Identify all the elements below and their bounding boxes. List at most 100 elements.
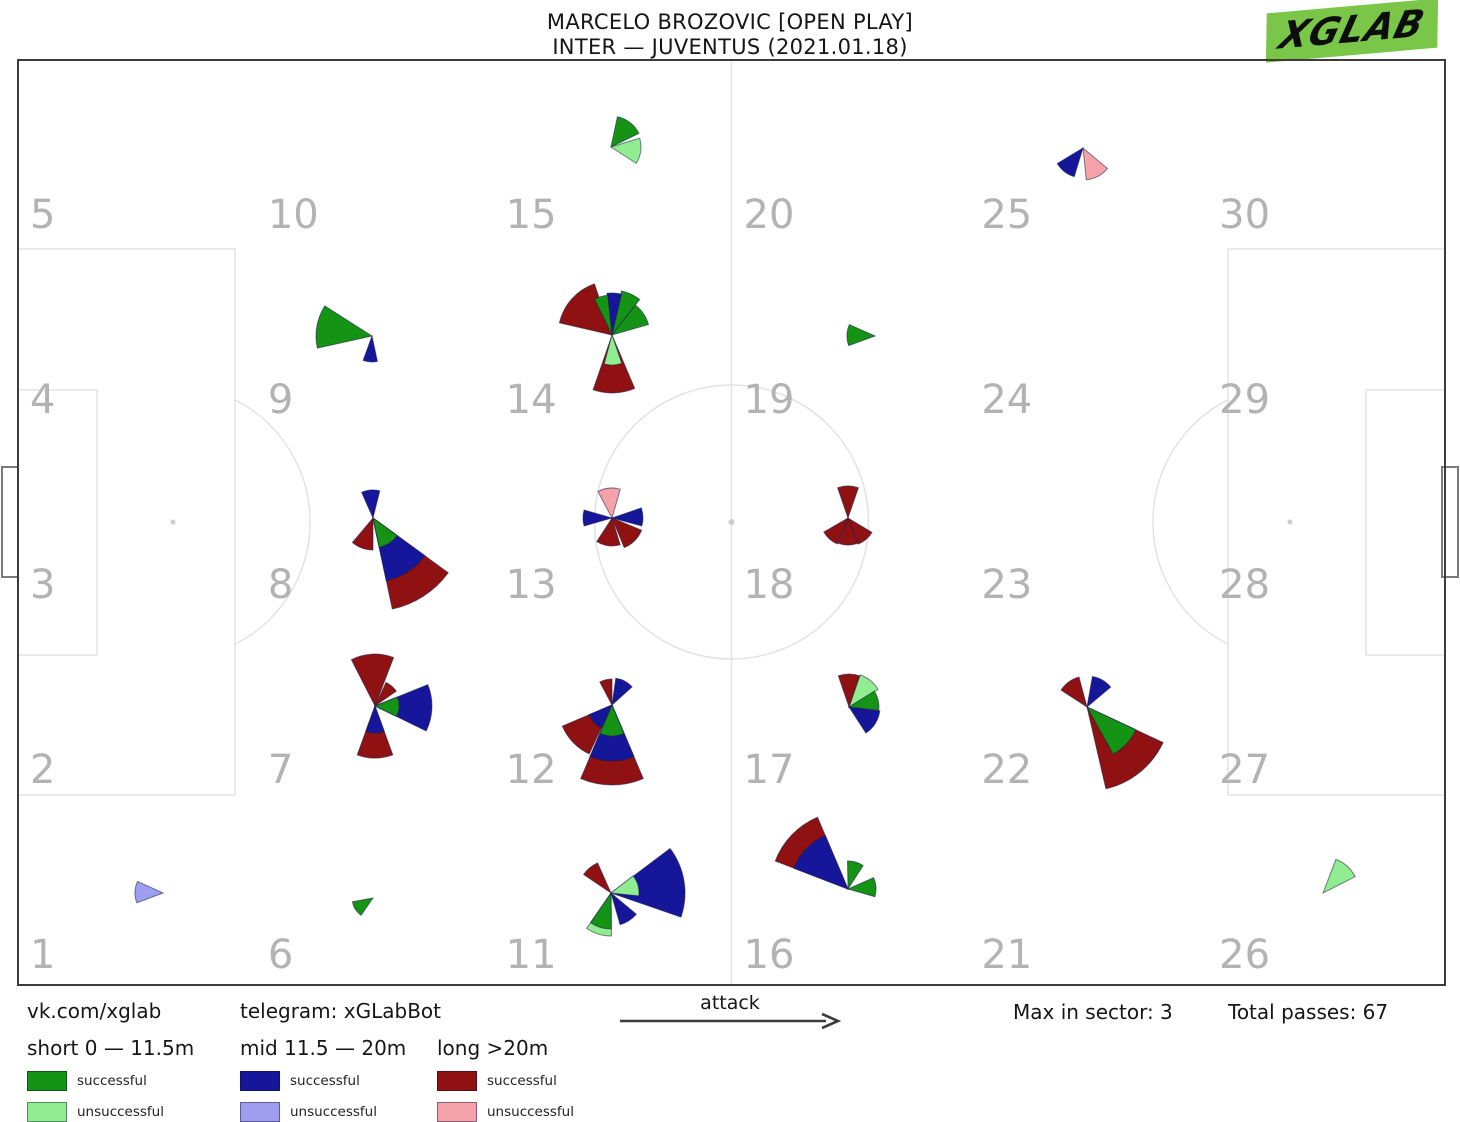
pass-wedge-lu (1082, 146, 1109, 181)
right-penalty-arc (1152, 399, 1229, 645)
pass-wedge-ls (350, 653, 395, 708)
pass-wedge-mu (134, 880, 165, 904)
pass-wedge-ss (610, 304, 650, 336)
sector-number-15: 15 (505, 192, 557, 238)
pass-rose (609, 116, 642, 164)
pass-rose (1056, 146, 1109, 181)
right-goal-area (1365, 389, 1446, 656)
pass-rose (351, 489, 449, 610)
left-goal-area (17, 389, 98, 656)
pass-wedge-su (609, 137, 642, 164)
telegram-text: telegram: xGLabBot (240, 999, 441, 1023)
centre-spot (728, 519, 735, 525)
right-penalty-spot (1287, 519, 1293, 525)
pass-wedge-ms (606, 292, 622, 336)
sector-number-20: 20 (743, 192, 795, 238)
sector-number-25: 25 (981, 192, 1033, 238)
pass-wedge-ss (373, 696, 400, 718)
left-goal (1, 466, 19, 578)
legend-label: unsuccessful (77, 1103, 164, 1120)
sector-number-6: 6 (267, 932, 294, 978)
short-successful-swatch (27, 1070, 67, 1091)
attack-direction: attack (618, 992, 842, 1034)
sector-number-11: 11 (505, 932, 557, 978)
sector-number-29: 29 (1219, 377, 1271, 423)
legend-row: successful (240, 1070, 406, 1091)
short-unsuccessful-swatch (27, 1101, 67, 1122)
sector-number-7: 7 (267, 747, 294, 793)
pass-wedge-ss (593, 294, 613, 336)
sector-number-4: 4 (30, 377, 56, 423)
pass-wedge-ss (610, 116, 640, 148)
long-unsuccessful-swatch (437, 1101, 477, 1122)
legend-label: successful (290, 1072, 360, 1089)
legend-row: unsuccessful (437, 1101, 574, 1122)
pass-wedge-lu (597, 487, 621, 520)
pass-wedge-ss (315, 305, 374, 349)
pass-wedge-ls (373, 681, 397, 708)
pass-wedge-ms (610, 507, 644, 527)
pass-rose (315, 305, 378, 363)
pass-wedge-ss (351, 897, 375, 916)
legend-group-mid: mid 11.5 — 20m successful unsuccessful (240, 1036, 406, 1122)
pass-wedge-ls (837, 673, 861, 709)
sector-number-22: 22 (981, 747, 1033, 793)
sector-number-12: 12 (505, 747, 557, 793)
sector-number-1: 1 (30, 932, 56, 978)
pass-wedge-ms (611, 677, 633, 707)
legend-label: successful (77, 1072, 147, 1089)
pass-wedge-ms (588, 704, 614, 729)
legend-label: successful (487, 1072, 557, 1089)
legend-title-mid: mid 11.5 — 20m (240, 1036, 407, 1060)
sector-number-2: 2 (30, 747, 56, 793)
sector-number-26: 26 (1219, 932, 1271, 978)
pass-wedge-ms (373, 683, 433, 732)
legend-row: unsuccessful (27, 1101, 194, 1122)
legend-label: unsuccessful (487, 1103, 574, 1120)
left-penalty-arc (234, 399, 311, 645)
pass-wedge-ls (823, 516, 850, 545)
attack-arrow-icon (620, 1012, 842, 1030)
legend-label: unsuccessful (290, 1103, 377, 1120)
pass-wedge-ls (611, 517, 643, 549)
pass-wedge-ss (372, 516, 398, 548)
pass-rose (561, 677, 644, 786)
pass-wedge-ls (837, 516, 859, 546)
left-penalty-spot (170, 519, 176, 525)
sector-number-8: 8 (267, 562, 294, 608)
legend-title-long: long >20m (437, 1036, 549, 1060)
pass-rose (558, 283, 650, 394)
pass-wedge-ms (360, 489, 381, 520)
pass-wedge-su (1322, 858, 1356, 895)
sector-number-16: 16 (743, 932, 795, 978)
pass-wedge-ms (847, 706, 881, 734)
pass-rose (774, 816, 877, 898)
pass-wedge-ms (582, 509, 614, 527)
pass-wedge-ms (793, 834, 849, 890)
pass-rose (823, 485, 873, 546)
pass-wedge-ss (846, 860, 864, 891)
attack-label: attack (700, 992, 760, 1014)
pass-roses-layer (134, 116, 1356, 937)
right-penalty-area (1227, 248, 1446, 796)
pass-wedge-su (848, 674, 879, 709)
sector-number-13: 13 (505, 562, 557, 608)
legend-row: successful (437, 1070, 574, 1091)
sector-number-10: 10 (267, 192, 319, 238)
sector-number-9: 9 (267, 377, 294, 423)
sector-number-24: 24 (981, 377, 1033, 423)
sector-number-5: 5 (30, 192, 56, 238)
pass-wedge-ls (1060, 676, 1088, 709)
pass-rose (837, 673, 881, 734)
sector-number-27: 27 (1219, 747, 1271, 793)
pass-wedge-ms (1056, 146, 1084, 178)
pass-wedge-ms (609, 847, 686, 918)
legend-row: unsuccessful (240, 1101, 406, 1122)
pass-wedge-ls (582, 862, 613, 895)
pass-rose (350, 653, 433, 759)
pass-wedge-ss (846, 323, 877, 347)
pitch-spots (170, 519, 1293, 525)
pass-wedge-su (603, 333, 623, 366)
pass-wedge-ss (599, 703, 625, 737)
